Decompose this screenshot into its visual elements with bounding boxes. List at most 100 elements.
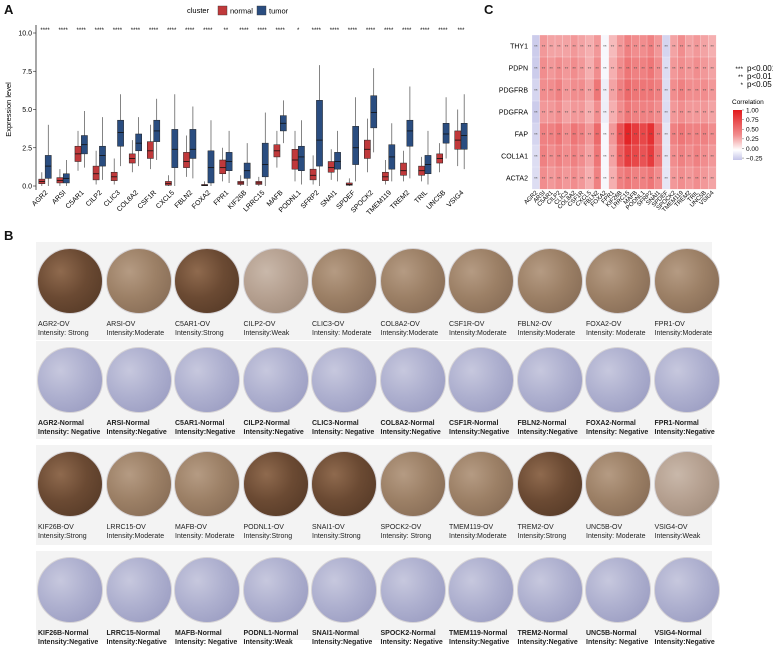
- box-tumor-COL8A2: [135, 117, 142, 167]
- cell-stars: **: [641, 176, 645, 181]
- ihc-core: CILP2-OV Intensity:Weak: [238, 248, 314, 338]
- cell-stars: **: [557, 110, 561, 115]
- tissue-core-image: [242, 347, 309, 413]
- core-intensity: Intensity:Negative: [38, 639, 99, 646]
- ihc-core: CLIC3-Normal Intensity: Negative: [306, 347, 382, 437]
- core-name: COL8A2-Normal: [380, 420, 435, 427]
- core-name: COL8A2-OV: [380, 321, 420, 328]
- box-tumor-TMEM119: [388, 123, 396, 182]
- core-name: UNC5B-Normal: [586, 630, 637, 637]
- cell-stars: **: [695, 154, 699, 159]
- tissue-core-image: [653, 347, 720, 413]
- box-tumor-CLIC3: [117, 94, 124, 167]
- box-body: [400, 162, 407, 176]
- panel-label-b: B: [4, 228, 14, 243]
- core-name: ARSI-OV: [106, 321, 136, 328]
- cell-stars: **: [695, 132, 699, 137]
- significance-FBLN2: ****: [185, 28, 195, 34]
- tissue-core-image: [448, 557, 514, 623]
- tissue-core-image: [311, 557, 377, 623]
- colorbar-tick-label: 0.50: [746, 127, 759, 134]
- core-name: CLIC3-OV: [312, 321, 345, 328]
- row-label-PDGFRB: PDGFRB: [499, 88, 529, 95]
- cell-stars: **: [542, 132, 546, 137]
- core-name: FOXA2-OV: [586, 321, 622, 328]
- cell-stars: **: [611, 154, 615, 159]
- significance-CXCL5: ****: [167, 28, 177, 34]
- cell-stars: **: [603, 66, 607, 71]
- core-intensity: Intensity:Negative: [654, 639, 715, 646]
- cell-stars: **: [649, 132, 653, 137]
- ihc-core: C5AR1-OV Intensity:Strong: [169, 248, 245, 338]
- box-body: [189, 129, 197, 159]
- core-name: CSF1R-OV: [449, 321, 485, 328]
- tissue-core-image: [653, 451, 720, 517]
- cell-stars: **: [572, 176, 576, 181]
- correlation-heatmap: THY1 ** ** ** ** ** ** ** ** ** ** ** ** ** ** ** ** ** **…: [499, 34, 773, 214]
- core-name: TREM2-Normal: [517, 630, 568, 637]
- tissue-core-image: [311, 451, 377, 517]
- cell-stars: **: [549, 44, 553, 49]
- core-name: AGR2-Normal: [38, 420, 84, 427]
- cell-stars: **: [572, 88, 576, 93]
- core-name: TMEM119-Normal: [449, 630, 508, 637]
- core-intensity: Intensity:Weak: [243, 639, 293, 646]
- box-tumor-KIF26B: [243, 143, 251, 186]
- box-body: [147, 141, 154, 159]
- cell-stars: **: [626, 176, 630, 181]
- core-name: CILP2-OV: [243, 321, 276, 328]
- tissue-core-image: [448, 451, 514, 517]
- core-intensity: Intensity:Weak: [654, 533, 701, 540]
- ihc-core: SNAI1-Normal Intensity:Negative: [306, 557, 382, 647]
- core-name: ARSI-Normal: [106, 420, 150, 427]
- tissue-core-image: [379, 248, 446, 314]
- box-body: [442, 123, 450, 144]
- cell-stars: **: [710, 154, 714, 159]
- box-tumor-C5AR1: [81, 111, 88, 168]
- cell-stars: **: [649, 110, 653, 115]
- cell-stars: **: [565, 66, 569, 71]
- tissue-core-image: [379, 347, 446, 413]
- cell-stars: **: [634, 66, 638, 71]
- y-axis-label: Expression level: [4, 82, 13, 137]
- tissue-core-image: [174, 347, 240, 413]
- cell-stars: **: [542, 44, 546, 49]
- core-name: SPOCK2-OV: [380, 524, 422, 531]
- tissue-core-image: [311, 347, 377, 413]
- cell-stars: **: [626, 44, 630, 49]
- box-tumor-SFRP2: [316, 65, 323, 186]
- box-tumor-PODNL1: [298, 120, 305, 185]
- tissue-core-image: [448, 347, 514, 413]
- cell-stars: **: [618, 88, 622, 93]
- cell-stars: **: [565, 88, 569, 93]
- cell-stars: **: [672, 66, 676, 71]
- core-intensity: Intensity:Strong: [517, 533, 567, 540]
- ihc-core: LRRC15-Normal Intensity:Negative: [101, 557, 177, 647]
- cell-stars: **: [649, 66, 653, 71]
- cell-stars: **: [572, 154, 576, 159]
- cell-stars: **: [557, 88, 561, 93]
- cell-stars: **: [565, 176, 569, 181]
- legend-title: cluster: [187, 6, 210, 15]
- core-intensity: Intensity:Negative: [517, 639, 578, 646]
- cell-stars: **: [595, 88, 599, 93]
- ihc-core: CSF1R-OV Intensity:Moderate: [443, 248, 519, 338]
- core-name: AGR2-OV: [38, 321, 70, 328]
- box-normal-UNC5B: [436, 143, 444, 173]
- core-name: UNC5B-OV: [586, 524, 623, 531]
- box-normal-COL8A2: [128, 140, 136, 173]
- cell-stars: **: [641, 44, 645, 49]
- core-intensity: Intensity:Negative: [449, 639, 510, 646]
- cell-stars: **: [634, 88, 638, 93]
- box-body: [298, 145, 305, 171]
- ihc-core: LRRC15-OV Intensity:Moderate: [101, 451, 177, 541]
- box-normal-CILP2: [92, 150, 100, 185]
- box-body: [183, 152, 190, 168]
- cell-stars: **: [657, 88, 661, 93]
- ihc-core: COL8A2-Normal Intensity:Negative: [375, 347, 451, 437]
- core-intensity: Intensity:Moderate: [517, 330, 576, 337]
- cell-stars: **: [634, 176, 638, 181]
- significance-MAFB: ****: [275, 28, 285, 34]
- ihc-core: FPR1-Normal Intensity:Negative: [649, 347, 725, 437]
- box-body: [327, 161, 335, 173]
